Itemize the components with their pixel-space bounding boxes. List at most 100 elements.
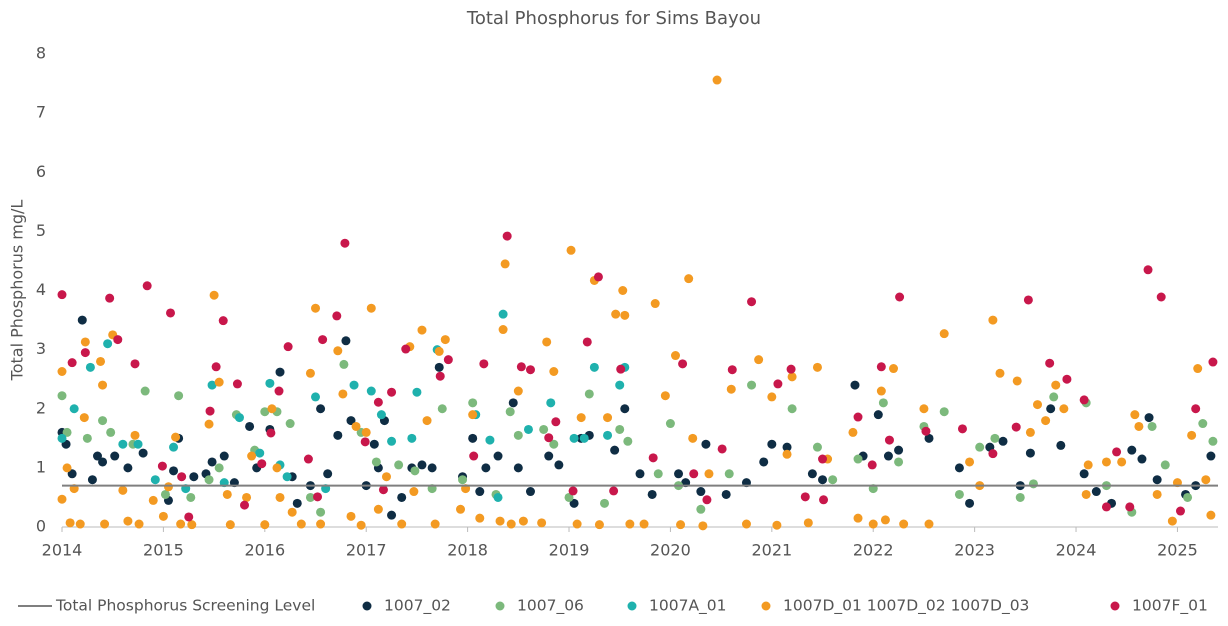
data-point bbox=[537, 518, 547, 528]
data-point bbox=[207, 380, 217, 390]
data-point bbox=[569, 498, 579, 508]
data-point bbox=[689, 469, 699, 479]
data-point bbox=[287, 507, 297, 517]
data-point bbox=[247, 451, 257, 461]
data-point bbox=[92, 451, 102, 461]
data-point bbox=[1051, 380, 1061, 390]
data-point bbox=[924, 433, 934, 443]
data-point bbox=[67, 469, 77, 479]
data-point bbox=[1101, 457, 1111, 467]
data-point bbox=[232, 379, 242, 389]
data-point bbox=[712, 75, 722, 85]
data-point bbox=[387, 510, 397, 520]
x-tick-label: 2016 bbox=[244, 541, 285, 560]
data-point bbox=[412, 387, 422, 397]
data-point bbox=[539, 424, 549, 434]
data-point bbox=[468, 398, 478, 408]
data-point bbox=[401, 344, 411, 354]
y-tick-label: 1 bbox=[36, 457, 46, 476]
data-point bbox=[554, 460, 564, 470]
data-point bbox=[884, 435, 894, 445]
data-point bbox=[921, 426, 931, 436]
data-point bbox=[611, 309, 621, 319]
chart-title: Total Phosphorus for Sims Bayou bbox=[466, 8, 761, 29]
data-point bbox=[525, 487, 535, 497]
data-point bbox=[939, 329, 949, 339]
data-point bbox=[623, 436, 633, 446]
data-point bbox=[876, 386, 886, 396]
data-point bbox=[106, 427, 116, 437]
data-point bbox=[397, 519, 407, 529]
data-point bbox=[741, 519, 751, 529]
data-point bbox=[378, 485, 388, 495]
x-tick-label: 2014 bbox=[42, 541, 83, 560]
data-point bbox=[549, 439, 559, 449]
data-point bbox=[576, 413, 586, 423]
x-tick-label: 2015 bbox=[143, 541, 184, 560]
data-point bbox=[1144, 413, 1154, 423]
data-point bbox=[85, 362, 95, 372]
data-point bbox=[189, 472, 199, 482]
data-point bbox=[305, 492, 315, 502]
data-point bbox=[678, 359, 688, 369]
x-tick-label: 2020 bbox=[650, 541, 691, 560]
data-point bbox=[267, 404, 277, 414]
data-point bbox=[696, 487, 706, 497]
data-point bbox=[98, 457, 108, 467]
legend-label: 1007F_01 bbox=[1132, 597, 1208, 616]
x-tick-label: 2017 bbox=[346, 541, 387, 560]
data-point bbox=[754, 355, 764, 365]
data-point bbox=[523, 424, 533, 434]
data-point bbox=[965, 498, 975, 508]
data-point bbox=[516, 362, 526, 372]
x-tick-label: 2019 bbox=[549, 541, 590, 560]
data-point bbox=[160, 489, 170, 499]
data-point bbox=[283, 342, 293, 352]
data-point bbox=[868, 519, 878, 529]
data-point bbox=[1081, 489, 1091, 499]
data-point bbox=[767, 439, 777, 449]
data-point bbox=[272, 463, 282, 473]
data-point bbox=[1056, 440, 1066, 450]
data-point bbox=[80, 348, 90, 358]
data-point bbox=[676, 520, 686, 530]
data-point bbox=[257, 459, 267, 469]
data-point bbox=[242, 492, 252, 502]
data-point bbox=[812, 442, 822, 452]
data-point bbox=[434, 346, 444, 356]
data-point bbox=[118, 439, 128, 449]
data-point bbox=[171, 432, 181, 442]
data-point bbox=[275, 492, 285, 502]
data-point bbox=[340, 238, 350, 248]
data-point bbox=[1206, 451, 1216, 461]
data-point bbox=[1143, 265, 1153, 275]
data-point bbox=[311, 392, 321, 402]
data-point bbox=[142, 281, 152, 291]
x-tick-label: 2022 bbox=[853, 541, 894, 560]
data-point bbox=[157, 461, 167, 471]
data-point bbox=[333, 430, 343, 440]
legend-marker bbox=[495, 601, 505, 611]
data-point bbox=[727, 365, 737, 375]
data-point bbox=[939, 407, 949, 417]
data-point bbox=[544, 451, 554, 461]
data-point bbox=[1175, 506, 1185, 516]
data-point bbox=[123, 463, 133, 473]
data-point bbox=[568, 486, 578, 496]
data-point bbox=[1091, 487, 1101, 497]
data-point bbox=[721, 489, 731, 499]
data-point bbox=[469, 451, 479, 461]
data-point bbox=[1206, 510, 1216, 520]
data-point bbox=[234, 413, 244, 423]
data-point bbox=[222, 489, 232, 499]
data-point bbox=[498, 309, 508, 319]
data-point bbox=[848, 427, 858, 437]
data-point bbox=[1028, 479, 1038, 489]
data-point bbox=[800, 492, 810, 502]
data-point bbox=[1025, 427, 1035, 437]
data-point bbox=[1193, 364, 1203, 374]
data-point bbox=[1062, 374, 1072, 384]
data-point bbox=[493, 451, 503, 461]
data-point bbox=[479, 359, 489, 369]
data-point bbox=[772, 520, 782, 530]
